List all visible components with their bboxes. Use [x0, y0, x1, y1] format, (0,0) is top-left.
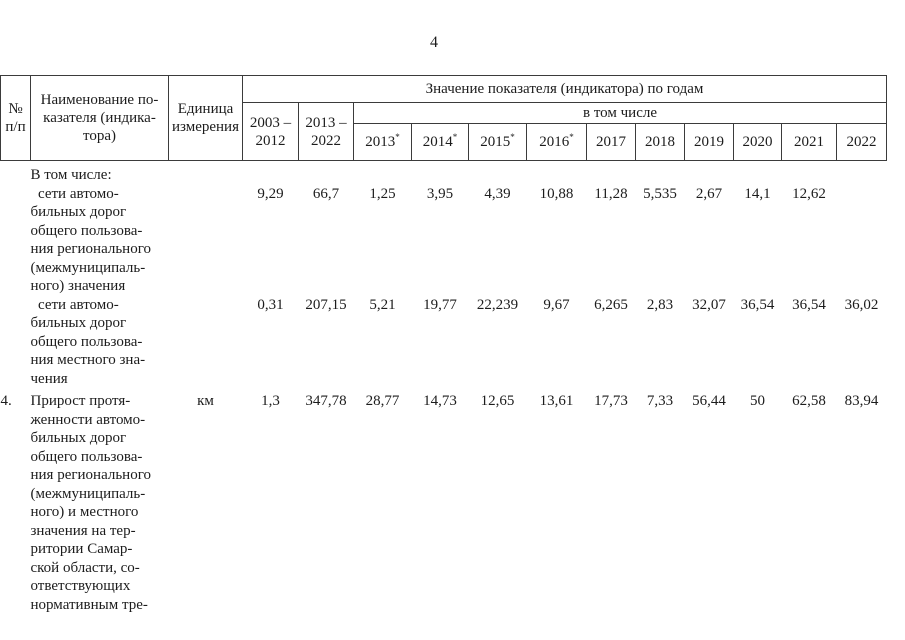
- year-label: 2020: [742, 134, 773, 150]
- header-col-number: № п/п: [0, 75, 31, 161]
- cell-value: 32,07: [692, 296, 726, 313]
- cell-value: 28,77: [365, 393, 400, 409]
- cell-value: 12,62: [792, 186, 826, 202]
- cell-value: 3,95: [426, 186, 454, 202]
- year-label: 2013: [365, 134, 396, 150]
- cell-value: 12,65: [480, 393, 515, 409]
- cell-value: 1,3: [261, 393, 280, 409]
- year-label: 2017: [596, 134, 626, 150]
- cell-value: 56,44: [692, 393, 726, 409]
- cell-value: 207,15: [305, 296, 347, 313]
- cell-value: 14,1: [744, 186, 771, 202]
- header-year-2021: 2021: [781, 123, 837, 161]
- header-year-2014: 2014*: [411, 123, 469, 161]
- cell-value: 11,28: [594, 186, 628, 202]
- cell-value: 7,33: [646, 393, 674, 409]
- header-col-indicator-name: Наименование по- казателя (индика- тора): [30, 75, 169, 161]
- table-row: сети автомо- бильных дорог общего пользо…: [1, 296, 887, 389]
- cell-value: 5,21: [369, 296, 396, 313]
- cell-value: 62,58: [792, 393, 826, 409]
- cell-indicator-name: сети автомо- бильных дорог общего пользо…: [30, 296, 146, 387]
- header-col-unit: Единица измерения: [168, 75, 243, 161]
- year-label: 2021: [794, 134, 824, 150]
- page-number: 4: [430, 34, 438, 51]
- cell-value: [837, 161, 887, 296]
- cell-value: 36,54: [792, 296, 826, 313]
- cell-indicator-name: В том числе: сети автомо- бильных дорог …: [30, 167, 152, 294]
- cell-row-number: [1, 296, 31, 389]
- cell-row-number: [1, 161, 31, 296]
- cell-value: 66,7: [312, 186, 340, 202]
- cell-value: 22,239: [476, 296, 519, 313]
- cell-value: 347,78: [305, 393, 347, 409]
- footnote-asterisk: *: [452, 132, 458, 142]
- cell-value: 5,535: [643, 186, 677, 202]
- year-label: 2019: [694, 134, 724, 150]
- cell-value: 1,25: [369, 186, 396, 202]
- footnote-asterisk: *: [510, 132, 515, 142]
- year-label: 2018: [645, 134, 675, 150]
- header-year-2015: 2015*: [468, 123, 527, 161]
- indicator-values-table: № п/п Наименование по- казателя (индика-…: [0, 75, 888, 614]
- cell-unit: [169, 296, 243, 389]
- year-label: 2014: [422, 134, 453, 150]
- cell-value: 9,29: [257, 186, 284, 202]
- table-row: В том числе: сети автомо- бильных дорог …: [1, 161, 887, 296]
- cell-value: 4,39: [484, 186, 511, 202]
- header-year-2020: 2020: [733, 123, 782, 161]
- cell-value: 14,73: [423, 393, 457, 409]
- cell-value: 83,94: [844, 393, 879, 409]
- cell-value: 2,67: [695, 186, 723, 202]
- cell-value: 17,73: [594, 393, 628, 409]
- header-year-2013: 2013*: [353, 123, 412, 161]
- cell-value: 19,77: [423, 296, 457, 313]
- cell-value: 10,88: [539, 186, 574, 202]
- header-year-2019: 2019: [684, 123, 734, 161]
- header-values-by-year: Значение показателя (индикатора) по года…: [241, 75, 888, 103]
- cell-value: 36,02: [844, 296, 879, 313]
- cell-unit: км: [197, 393, 214, 409]
- cell-value: 0,31: [257, 296, 284, 313]
- cell-value: 6,265: [594, 296, 628, 313]
- cell-value: 13,61: [539, 393, 574, 409]
- header-col-2013-2022: 2013 – 2022: [298, 102, 354, 161]
- year-label: 2016: [539, 134, 570, 150]
- header-year-2016: 2016*: [526, 123, 587, 161]
- footnote-asterisk: *: [569, 132, 574, 142]
- cell-unit: [169, 161, 243, 296]
- cell-indicator-name: Прирост протя- женности автомо- бильных …: [30, 393, 152, 613]
- cell-row-number: 4.: [0, 393, 12, 409]
- header-in-total: в том числе: [352, 102, 888, 124]
- header-col-2003-2012: 2003 – 2012: [242, 102, 299, 161]
- year-label: 2015: [480, 134, 511, 150]
- year-label: 2022: [846, 134, 877, 150]
- footnote-asterisk: *: [395, 132, 400, 142]
- cell-value: 50: [750, 393, 765, 409]
- cell-value: 36,54: [740, 296, 775, 313]
- cell-value: 2,83: [646, 296, 674, 313]
- cell-value: 9,67: [543, 296, 570, 313]
- table-row: 4. Прирост протя- женности автомо- бильн…: [1, 388, 887, 614]
- header-year-2022: 2022: [835, 123, 888, 161]
- header-year-2017: 2017: [586, 123, 636, 161]
- header-year-2018: 2018: [635, 123, 685, 161]
